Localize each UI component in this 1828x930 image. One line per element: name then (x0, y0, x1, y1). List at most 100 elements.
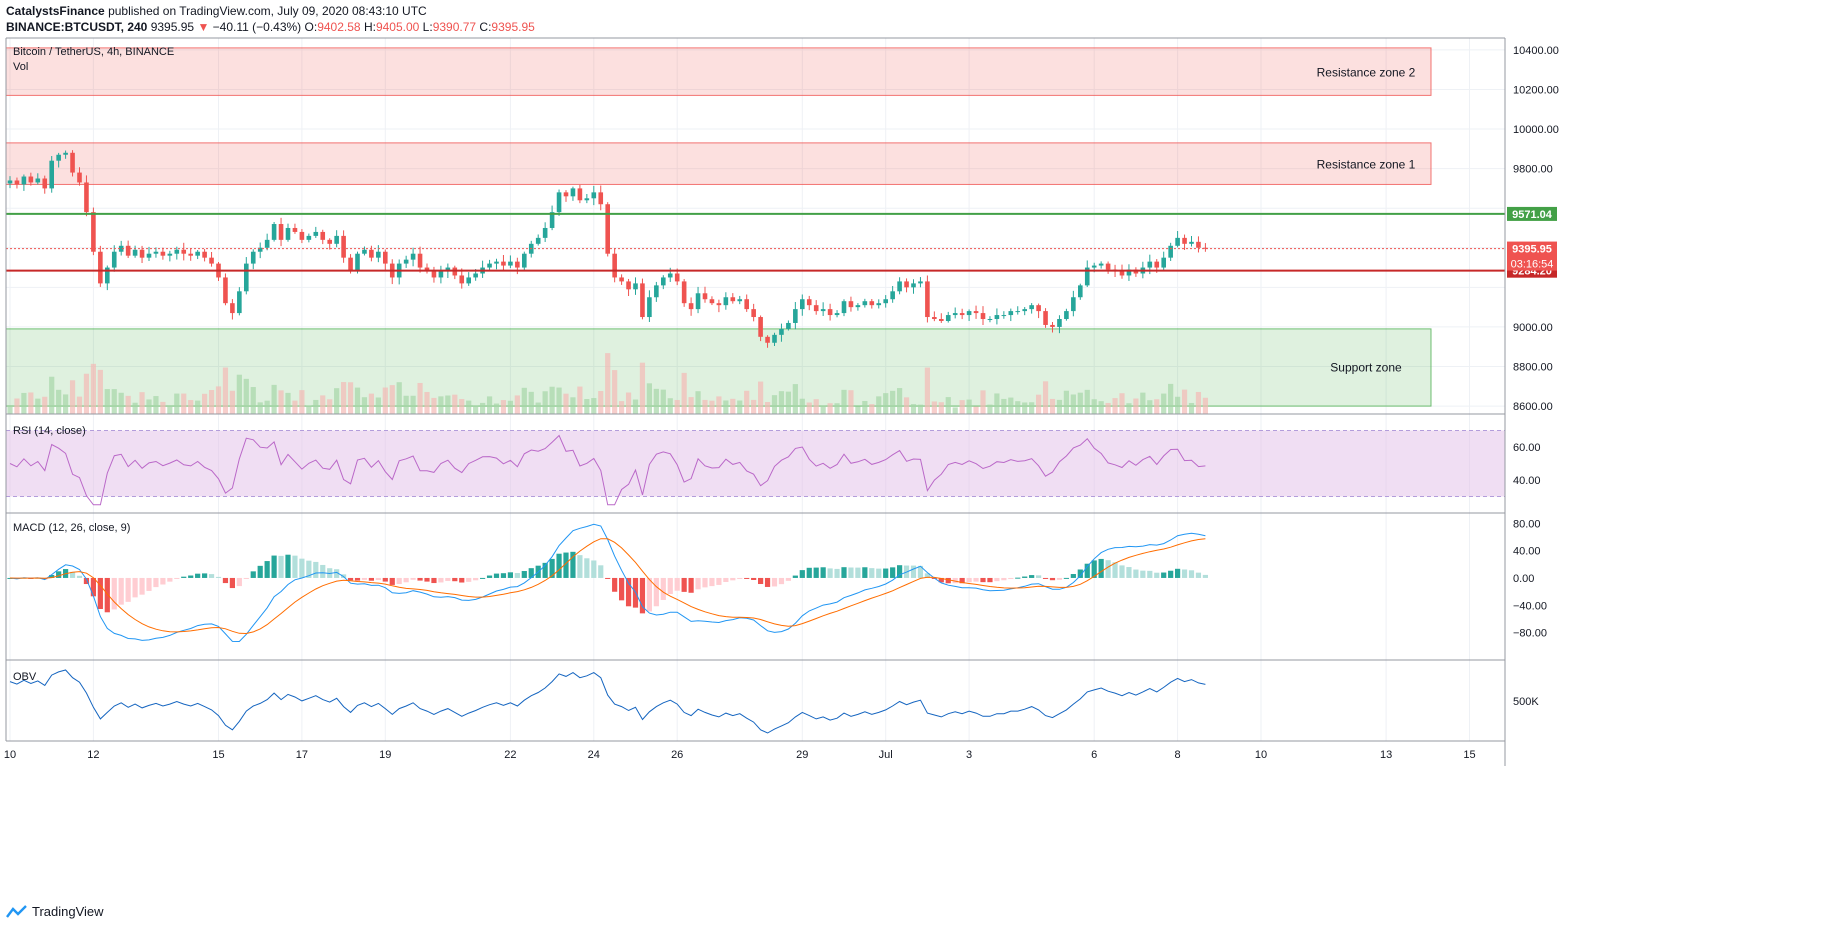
volume-bar (1098, 401, 1104, 414)
macd-line (9, 523, 1206, 643)
volume-bar (452, 394, 458, 414)
x-tick-label: 15 (212, 749, 224, 761)
zone-rect (5, 328, 1432, 407)
macd-histogram-bar (473, 577, 479, 581)
macd-histogram-bar (973, 577, 979, 582)
macd-histogram-bar (702, 577, 708, 588)
candle-body (758, 317, 763, 337)
macd-histogram-bar (250, 571, 256, 578)
volume-bar (271, 384, 277, 414)
candle-body (661, 277, 666, 286)
volume-bar (90, 363, 96, 414)
volume-bar (605, 353, 611, 414)
candle-body (431, 271, 437, 278)
volume-bar (181, 393, 187, 414)
tradingview-brand: TradingView (32, 904, 104, 919)
macd-histogram-bar (97, 577, 103, 610)
high-label: H: (363, 20, 376, 34)
volume-bar (1091, 399, 1097, 414)
axes-layer: 10 12 15 17 19 22 24 26 29 Jul 3 6 8 10 13 15 10400.00 10… (4, 37, 1559, 766)
candle-body (244, 263, 249, 292)
volume-bar (737, 400, 743, 414)
volume-bar (334, 388, 340, 414)
macd-histogram-bar (813, 567, 819, 578)
macd-histogram-bar (883, 568, 889, 578)
candle-body (445, 267, 451, 272)
macd-histogram-bar (764, 577, 771, 587)
price-tick-label: 8600.00 (1513, 401, 1553, 413)
candle-body (987, 319, 993, 321)
candle-body (890, 291, 895, 300)
candle-body (132, 249, 138, 256)
candle-body (1189, 241, 1194, 244)
last-price-bg (1507, 241, 1557, 271)
macd-histogram-bar (584, 558, 590, 578)
candle-body (1029, 305, 1034, 310)
volume-bar (834, 403, 840, 414)
tradingview-logo[interactable]: TradingView (6, 904, 104, 919)
level-label-bg (1507, 206, 1557, 221)
macd-histogram-bar (271, 555, 277, 578)
macd-histogram-bar (1126, 567, 1132, 578)
volume-bar (848, 390, 854, 414)
candle-body (1161, 257, 1166, 268)
candle-body (841, 301, 847, 314)
zone-label: Resistance zone 2 (1317, 66, 1416, 80)
macd-histogram-bar (987, 577, 993, 583)
macd-histogram-bar (806, 567, 812, 578)
candle-body (1071, 297, 1076, 312)
macd-histogram-bar (347, 577, 354, 581)
macd-histogram-bar (1015, 577, 1021, 579)
candle-body (1098, 263, 1104, 266)
volume-bar (146, 399, 152, 414)
volume-bar (1161, 393, 1167, 414)
author-name[interactable]: CatalystsFinance (6, 4, 105, 18)
macd-histogram-bar (605, 577, 611, 579)
volume-bar (897, 388, 903, 414)
x-tick-label: 10 (4, 749, 16, 761)
candle-body (84, 182, 89, 213)
volume-bar (903, 397, 910, 414)
volume-bar (1015, 401, 1021, 414)
volume-bar (1056, 399, 1063, 414)
volume-bar (966, 399, 972, 414)
candle-body (556, 192, 562, 213)
volume-bar (1133, 398, 1139, 414)
obv-line (9, 669, 1206, 734)
candle-body (702, 293, 708, 300)
volume-bar (612, 370, 618, 414)
zone-label: Support zone (1330, 361, 1402, 375)
macd-histogram-bar (1133, 569, 1139, 578)
candle-body (1119, 271, 1125, 276)
x-tick-label: 17 (296, 749, 308, 761)
candle-body (973, 311, 979, 314)
macd-histogram-bar (389, 577, 395, 585)
candle-body (1105, 263, 1111, 270)
macd-histogram-bar (542, 562, 548, 578)
candle-body (681, 281, 687, 304)
volume-bar (876, 396, 882, 414)
volume-bar (1195, 391, 1202, 414)
volume-bar (368, 393, 374, 414)
macd-histogram-bar (938, 577, 944, 583)
macd-histogram-bar (577, 555, 583, 578)
candle-body (174, 249, 180, 254)
macd-histogram-bar (202, 573, 208, 578)
volume-bar (744, 390, 750, 414)
candle-body (42, 178, 48, 189)
volume-bar (987, 404, 993, 414)
candle-body (118, 245, 124, 252)
volume-bar (167, 405, 173, 414)
candle-body (591, 192, 597, 199)
candle-body (542, 227, 548, 238)
volume-bar (806, 402, 812, 414)
macd-histogram-bar (445, 577, 451, 581)
volume-bar (785, 391, 791, 414)
candle-body (494, 261, 499, 264)
macd-histogram-bar (848, 567, 854, 578)
macd-histogram-bar (222, 577, 229, 584)
candle-body (327, 239, 332, 244)
volume-bar (1070, 394, 1076, 414)
macd-histogram-bar (591, 560, 597, 578)
